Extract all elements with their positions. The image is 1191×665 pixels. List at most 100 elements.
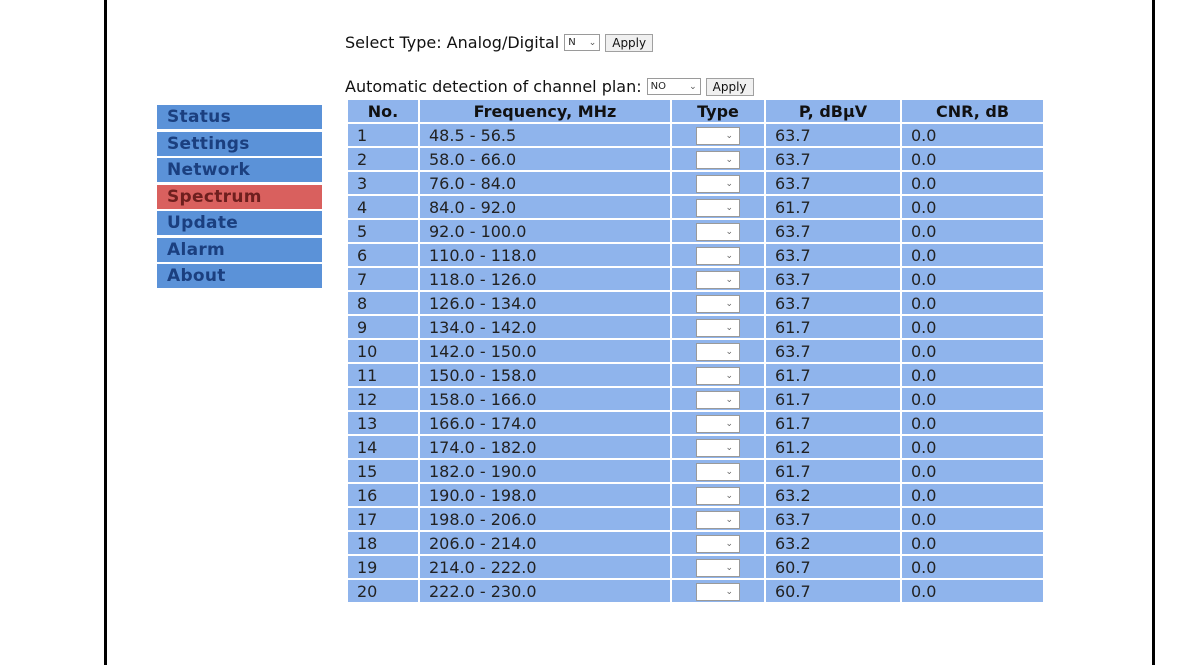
cell-type: ⌄ [672,412,764,434]
chevron-down-icon: ⌄ [725,178,733,189]
sidebar-item-spectrum[interactable]: Spectrum [157,184,322,209]
cell-frequency: 166.0 - 174.0 [420,412,670,434]
row-type-select[interactable]: ⌄ [696,198,740,217]
row-type-select[interactable]: ⌄ [696,486,740,505]
sidebar-item-alarm[interactable]: Alarm [157,237,322,262]
cell-no: 3 [348,172,418,194]
row-type-select[interactable]: ⌄ [696,342,740,361]
table-row: 7 118.0 - 126.0 ⌄ 63.7 0.0 [348,268,1043,290]
chevron-down-icon: ⌄ [725,226,733,237]
cell-type: ⌄ [672,316,764,338]
table-row: 13 166.0 - 174.0 ⌄ 61.7 0.0 [348,412,1043,434]
sidebar-item-status[interactable]: Status [157,105,322,129]
cell-type: ⌄ [672,580,764,602]
header-power: P, dBµV [766,100,900,122]
chevron-down-icon: ⌄ [725,322,733,333]
row-type-select[interactable]: ⌄ [696,582,740,601]
cell-power: 61.7 [766,316,900,338]
cell-frequency: 182.0 - 190.0 [420,460,670,482]
chevron-down-icon: ⌄ [725,130,733,141]
cell-no: 5 [348,220,418,242]
type-select-row: Select Type: Analog/Digital N ⌄ Apply [345,33,654,52]
cell-no: 11 [348,364,418,386]
right-frame-border [1152,0,1155,665]
type-select[interactable]: N ⌄ [564,34,601,51]
cell-type: ⌄ [672,484,764,506]
cell-power: 63.7 [766,124,900,146]
table-row: 12 158.0 - 166.0 ⌄ 61.7 0.0 [348,388,1043,410]
cell-power: 63.7 [766,244,900,266]
cell-no: 13 [348,412,418,434]
type-apply-button[interactable]: Apply [605,33,654,52]
sidebar-item-update[interactable]: Update [157,211,322,235]
cell-type: ⌄ [672,196,764,218]
chevron-down-icon: ⌄ [725,490,733,501]
chevron-down-icon: ⌄ [725,298,733,309]
cell-no: 12 [348,388,418,410]
table-row: 9 134.0 - 142.0 ⌄ 61.7 0.0 [348,316,1043,338]
cell-power: 63.7 [766,268,900,290]
row-type-select[interactable]: ⌄ [696,246,740,265]
channel-plan-row: Automatic detection of channel plan: NO … [345,77,754,96]
sidebar-item-about[interactable]: About [157,264,322,288]
cell-cnr: 0.0 [902,292,1043,314]
cell-cnr: 0.0 [902,196,1043,218]
cell-power: 61.7 [766,388,900,410]
header-no: No. [348,100,418,122]
cell-type: ⌄ [672,268,764,290]
cell-type: ⌄ [672,532,764,554]
row-type-select[interactable]: ⌄ [696,558,740,577]
row-type-select[interactable]: ⌄ [696,534,740,553]
chevron-down-icon: ⌄ [725,154,733,165]
sidebar-item-network[interactable]: Network [157,158,322,182]
table-row: 16 190.0 - 198.0 ⌄ 63.2 0.0 [348,484,1043,506]
row-type-select[interactable]: ⌄ [696,366,740,385]
channel-table: No. Frequency, MHz Type P, dBµV CNR, dB … [346,98,1045,604]
channel-plan-select[interactable]: NO ⌄ [646,78,701,95]
row-type-select[interactable]: ⌄ [696,150,740,169]
channel-plan-label: Automatic detection of channel plan: [345,77,642,96]
row-type-select[interactable]: ⌄ [696,294,740,313]
row-type-select[interactable]: ⌄ [696,462,740,481]
row-type-select[interactable]: ⌄ [696,270,740,289]
table-row: 18 206.0 - 214.0 ⌄ 63.2 0.0 [348,532,1043,554]
cell-cnr: 0.0 [902,532,1043,554]
cell-power: 63.7 [766,508,900,530]
chevron-down-icon: ⌄ [725,514,733,525]
table-body: 1 48.5 - 56.5 ⌄ 63.7 0.0 2 58.0 - 66.0 ⌄ 63.7 0.0… [348,124,1043,602]
row-type-select[interactable]: ⌄ [696,174,740,193]
row-type-select[interactable]: ⌄ [696,390,740,409]
cell-no: 9 [348,316,418,338]
row-type-select[interactable]: ⌄ [696,222,740,241]
sidebar-item-settings[interactable]: Settings [157,131,322,156]
channel-plan-apply-button[interactable]: Apply [705,77,754,96]
cell-power: 61.2 [766,436,900,458]
chevron-down-icon: ⌄ [588,37,597,48]
row-type-select[interactable]: ⌄ [696,438,740,457]
cell-no: 20 [348,580,418,602]
cell-power: 61.7 [766,412,900,434]
row-type-select[interactable]: ⌄ [696,126,740,145]
cell-no: 15 [348,460,418,482]
cell-frequency: 76.0 - 84.0 [420,172,670,194]
table-row: 8 126.0 - 134.0 ⌄ 63.7 0.0 [348,292,1043,314]
cell-frequency: 118.0 - 126.0 [420,268,670,290]
cell-cnr: 0.0 [902,172,1043,194]
chevron-down-icon: ⌄ [725,418,733,429]
cell-cnr: 0.0 [902,316,1043,338]
cell-frequency: 198.0 - 206.0 [420,508,670,530]
chevron-down-icon: ⌄ [725,274,733,285]
cell-type: ⌄ [672,460,764,482]
cell-no: 1 [348,124,418,146]
row-type-select[interactable]: ⌄ [696,318,740,337]
table-row: 6 110.0 - 118.0 ⌄ 63.7 0.0 [348,244,1043,266]
cell-frequency: 214.0 - 222.0 [420,556,670,578]
cell-power: 60.7 [766,580,900,602]
cell-no: 16 [348,484,418,506]
row-type-select[interactable]: ⌄ [696,510,740,529]
sidebar-nav: Status Settings Network Spectrum Update … [157,105,322,291]
row-type-select[interactable]: ⌄ [696,414,740,433]
cell-type: ⌄ [672,124,764,146]
cell-cnr: 0.0 [902,412,1043,434]
table-row: 15 182.0 - 190.0 ⌄ 61.7 0.0 [348,460,1043,482]
